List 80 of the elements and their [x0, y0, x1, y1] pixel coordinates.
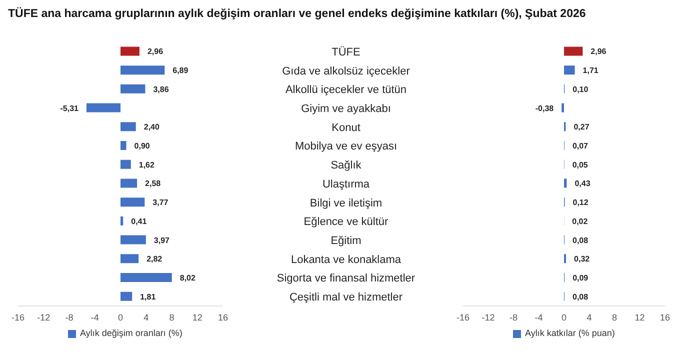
x-tick-label: 4: [144, 312, 149, 322]
y-tick-label: Ulaştırma: [322, 178, 370, 190]
bar: [564, 66, 575, 75]
x-tick-label: 0: [561, 312, 567, 322]
bar: [564, 46, 583, 56]
data-label: -0,38: [535, 104, 554, 113]
data-label: 0,12: [572, 198, 589, 208]
data-label: -5,31: [60, 104, 80, 113]
bar: [120, 160, 131, 169]
data-label: 0,43: [574, 179, 591, 188]
bar: [120, 84, 146, 94]
x-tick-label: 16: [218, 312, 228, 322]
legend-label: Aylık katkılar (% puan): [525, 328, 615, 338]
x-tick-label: -8: [65, 312, 74, 322]
bar: [86, 103, 120, 112]
data-label: 0,08: [572, 292, 589, 302]
bar: [120, 254, 139, 264]
x-tick-label: -4: [90, 312, 99, 322]
data-label: 0,41: [131, 216, 148, 226]
x-tick-label: 12: [634, 312, 645, 322]
x-tick-label: -4: [534, 312, 543, 322]
data-label: 0,02: [572, 216, 588, 226]
x-tick-label: -16: [456, 312, 470, 322]
y-tick-label: Sağlık: [330, 160, 362, 172]
data-label: 2,40: [144, 122, 160, 132]
data-label: 2,96: [590, 47, 607, 56]
data-label: 2,58: [145, 179, 162, 188]
bar: [120, 216, 124, 226]
x-tick-label: -8: [509, 312, 518, 322]
y-tick-label: Eğlence ve kültür: [304, 216, 389, 228]
bar: [120, 178, 138, 188]
x-tick-label: 16: [660, 312, 670, 322]
data-label: 0,07: [572, 142, 589, 150]
data-label: 0,05: [572, 160, 588, 170]
x-tick-label: 8: [612, 312, 618, 322]
y-tick-label: Mobilya ve ev eşyası: [294, 140, 398, 153]
bar: [120, 141, 126, 150]
data-label: 1,71: [582, 66, 599, 76]
y-tick-label: Giyim ve ayakkabı: [301, 103, 391, 115]
bar: [120, 66, 165, 75]
data-label: 6,89: [172, 66, 189, 76]
y-tick-label: Eğitim: [330, 235, 362, 247]
data-label: 2,82: [146, 254, 163, 264]
x-tick-label: 4: [586, 312, 592, 322]
legend-label: Aylık değişim oranları (%): [80, 328, 182, 338]
x-tick-label: 8: [169, 312, 174, 322]
bar: [120, 46, 140, 56]
x-tick-label: -12: [37, 312, 50, 322]
data-label: 1,62: [138, 160, 155, 170]
text: TÜFE ana harcama gruplarının aylık değişim oranları ve genel endeks değişimine katkıları (%), Şubat 2026: [8, 8, 587, 20]
data-label: 8,02: [180, 274, 196, 282]
bar: [120, 273, 172, 282]
y-tick-label: Alkollü içecekler ve tütün: [285, 84, 407, 96]
y-tick-label: Çeşitli mal ve hizmetler: [289, 292, 403, 304]
x-tick-label: -16: [11, 312, 25, 322]
y-tick-label: Lokanta ve konaklama: [290, 254, 402, 266]
data-label: 0,32: [574, 254, 590, 264]
y-tick-label: Konut: [332, 122, 360, 134]
x-tick-label: 0: [118, 312, 124, 322]
y-tick-label: Sigorta ve finansal hizmetler: [276, 272, 416, 285]
y-tick-label: Bilgi ve iletişim: [310, 197, 382, 210]
bar: [564, 178, 567, 188]
data-label: 0,90: [134, 142, 150, 150]
x-tick-label: -12: [482, 312, 495, 322]
x-tick-label: 12: [192, 312, 202, 322]
data-label: 1,81: [140, 292, 156, 302]
data-label: 0,09: [572, 274, 589, 282]
bar: [120, 198, 145, 207]
bar: [120, 122, 136, 132]
data-label: 3,77: [152, 198, 169, 208]
bar: [120, 235, 146, 244]
data-label: 0,08: [572, 236, 589, 245]
data-label: 0,10: [572, 84, 589, 94]
y-tick-label: Gıda ve alkolsüz içecekler: [282, 65, 410, 78]
data-label: 0,27: [574, 122, 590, 132]
data-label: 3,97: [154, 236, 170, 245]
data-label: 2,96: [147, 47, 164, 56]
bar: [120, 292, 132, 301]
data-label: 3,86: [153, 84, 170, 94]
y-tick-label: TÜFE: [332, 45, 360, 58]
